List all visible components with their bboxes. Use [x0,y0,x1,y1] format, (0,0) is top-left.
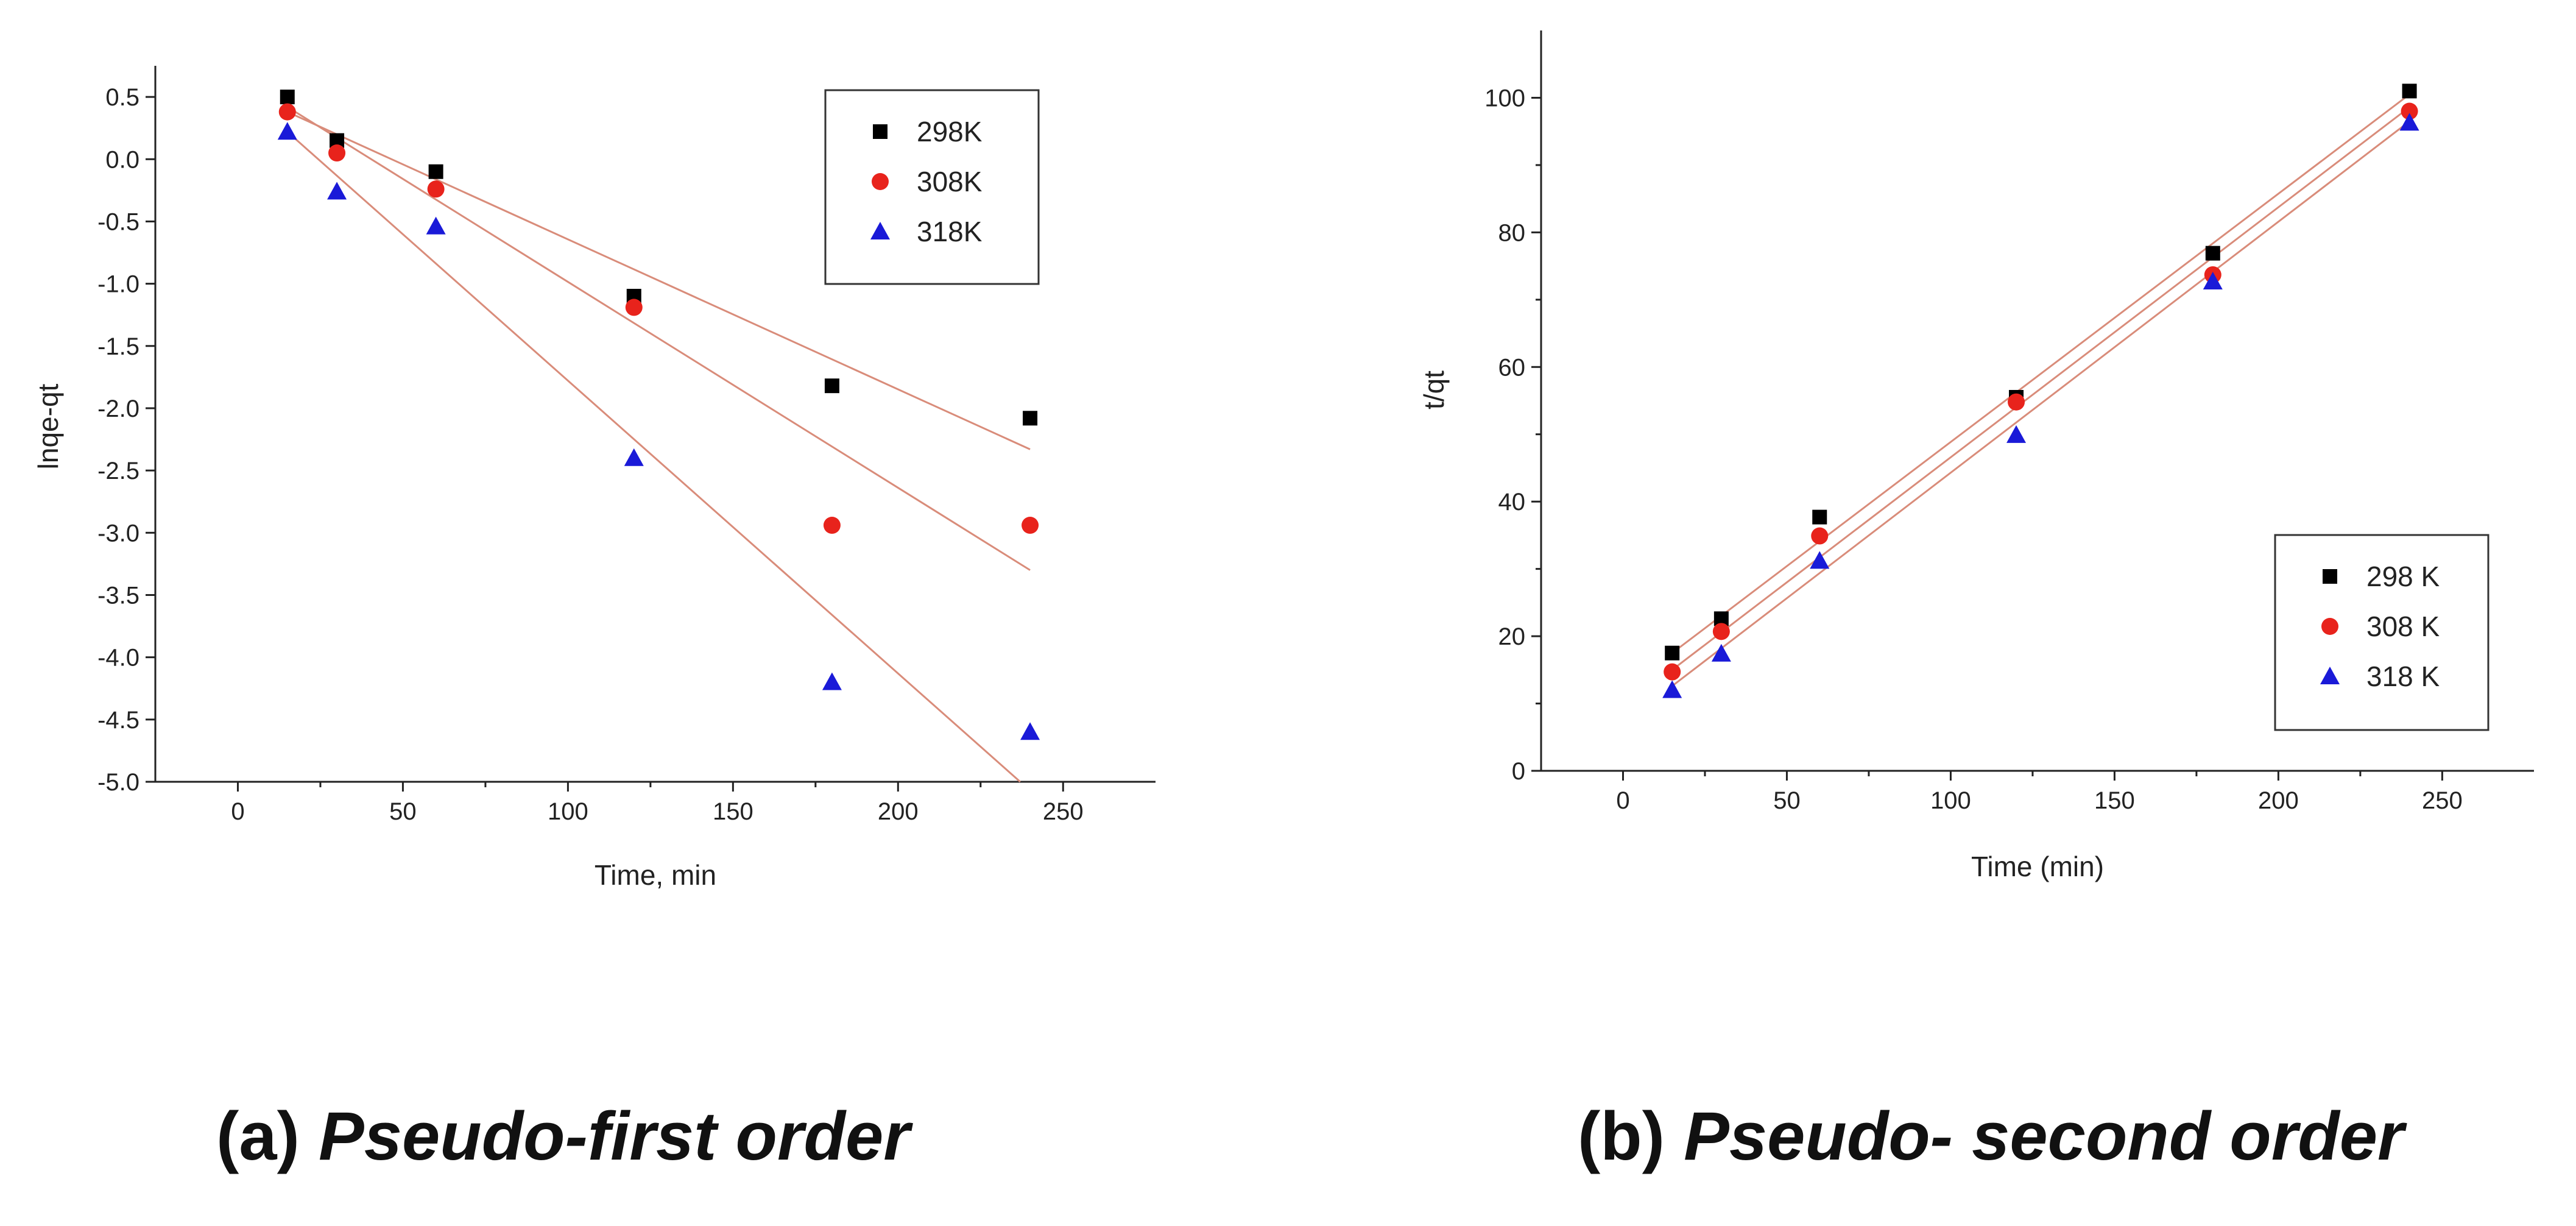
charta-legend-marker-2 [872,173,889,190]
charta-y-tick-label: -1.0 [97,271,139,298]
panel-a-chart: 0 50 100 150 200 250 0.5 0.0 -0.5 -1.0 -1.5 -2.0 -2.… [32,66,1156,891]
chartb-point-series1 [1812,509,1827,525]
chartb-legend-marker-3 [2320,667,2340,684]
chartb-point-series2 [2401,102,2418,120]
charta-point-series1 [824,378,839,394]
chartb-x-tick-label: 100 [1930,787,1971,814]
chartb-y-tick-label: 40 [1498,489,1526,516]
chartb-legend-box [2274,534,2490,731]
chartb-legend-label-2: 308 K [2366,611,2440,642]
chartb-legend-label-1: 298 K [2366,561,2440,592]
charta-y-tick-label: -0.5 [97,208,139,235]
charta-x-tick-label: 50 [389,798,417,825]
charta-point-series3 [277,122,297,140]
charta-point-series1 [1023,411,1038,426]
chartb-y-tick-label: 20 [1498,623,1526,650]
caption-b-letter: (b) [1578,1098,1665,1174]
charta-x-tick-label: 150 [713,798,753,825]
caption-panel-a: (a) Pseudo-first order [216,1097,910,1175]
charta-point-series3 [426,216,446,235]
chartb-legend-label-3: 318 K [2366,661,2440,692]
charta-y-tick-label: -2.5 [97,458,139,484]
charta-point-series2 [625,299,643,316]
charta-fit-line-1 [287,111,1031,450]
chartb-point-series2 [1811,527,1829,545]
chartb-point-series1 [1665,645,1680,661]
charta-legend-box [824,89,1040,285]
charta-x-tick-label: 200 [878,798,919,825]
charta-fit-line-2 [286,106,1031,571]
charta-x-tick-label: 100 [548,798,588,825]
charta-point-series2 [278,103,296,121]
chartb-point-series3 [1662,680,1682,698]
charta-y-tick-label: -1.5 [97,333,139,360]
chartb-point-series1 [2205,246,2220,261]
chartb-point-series2 [1712,623,1730,640]
caption-b-title: Pseudo- second order [1684,1098,2404,1174]
charta-legend-label-3: 318K [917,216,983,247]
charta-legend-marker-3 [870,222,890,239]
charta-x-axis-label: Time, min [595,859,716,891]
charta-point-series1 [428,164,443,179]
chartb-legend-marker-2 [2321,618,2338,635]
charta-point-series3 [1020,722,1040,740]
charta-fit-line-3 [286,131,1021,783]
chartb-x-tick-label: 150 [2094,787,2135,814]
charta-point-series2 [823,517,841,534]
charta-point-series2 [1022,517,1039,534]
charta-point-series3 [822,672,842,690]
charta-point-series2 [328,144,346,162]
panel-b-chart: 0 50 100 150 200 250 0 20 40 60 80 100 Time (min) t/q… [1418,30,2534,882]
chartb-point-series3 [1711,643,1731,662]
chartb-point-series1 [2402,83,2417,99]
chartb-y-tick-label: 0 [1512,758,1525,785]
charta-point-series2 [427,180,445,198]
charta-legend-marker-1 [873,124,887,139]
charta-y-tick-label: -2.0 [97,395,139,422]
charta-y-tick-label: -3.5 [97,582,139,609]
chartb-x-axis-label: Time (min) [1971,851,2104,882]
charta-point-series3 [327,182,347,200]
chartb-point-series3 [1810,551,1830,569]
chartb-legend-marker-1 [2323,569,2337,584]
chartb-y-tick-label: 60 [1498,354,1526,381]
chartb-point-series3 [2203,271,2223,289]
chartb-y-axis-label: t/qt [1418,370,1450,409]
chartb-point-series2 [2008,393,2025,411]
caption-a-letter: (a) [216,1098,300,1174]
charta-y-tick-label: 0.5 [105,84,139,111]
chartb-point-series3 [2006,425,2027,443]
charta-y-axis-label: lnqe-qt [32,383,64,469]
chartb-y-tick-label: 100 [1484,85,1525,112]
charta-x-tick-label: 250 [1043,798,1084,825]
charta-y-tick-label: -4.0 [97,645,139,671]
charta-y-tick-label: 0.0 [105,146,139,173]
charta-legend-label-1: 298K [917,116,983,147]
charta-point-series1 [280,90,295,105]
caption-a-title: Pseudo-first order [319,1098,910,1174]
chartb-fit-line-2 [1671,106,2410,671]
charta-legend-label-2: 308K [917,166,983,197]
chartb-x-tick-label: 0 [1616,787,1629,814]
chartb-x-tick-label: 50 [1773,787,1801,814]
chartb-x-tick-label: 250 [2422,787,2463,814]
chartb-fit-line-1 [1671,93,2410,654]
charta-y-tick-label: -5.0 [97,769,139,796]
charta-y-tick-label: -3.0 [97,520,139,547]
chartb-x-tick-label: 200 [2258,787,2299,814]
charta-point-series3 [624,448,644,466]
chartb-y-tick-label: 80 [1498,219,1526,246]
charta-y-tick-label: -4.5 [97,707,139,734]
chartb-point-series2 [1664,663,1681,681]
chartb-point-series3 [2399,113,2419,131]
caption-panel-b: (b) Pseudo- second order [1578,1097,2404,1175]
charta-x-tick-label: 0 [231,798,244,825]
chartb-fit-line-3 [1671,120,2410,687]
